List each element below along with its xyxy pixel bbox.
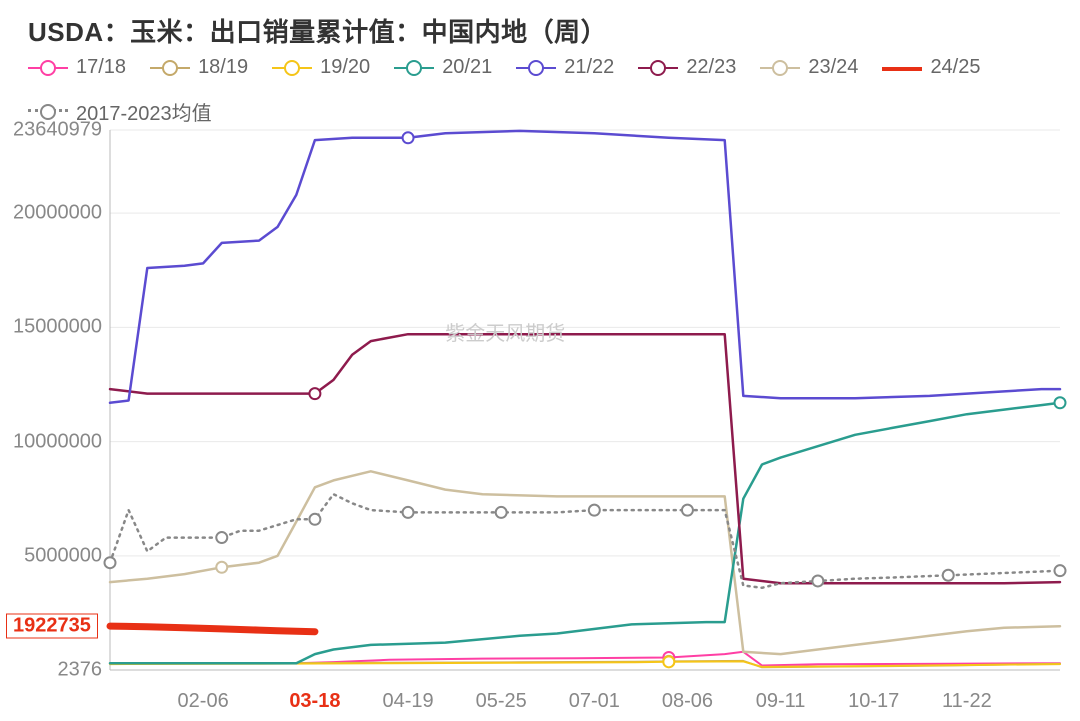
legend-item-s2021[interactable]: 20/21: [394, 56, 492, 79]
y-tick-label: 15000000: [2, 316, 102, 339]
y-tick-label: 2376: [2, 659, 102, 682]
legend-label: 19/20: [320, 56, 370, 79]
legend-item-s1920[interactable]: 19/20: [272, 56, 370, 79]
x-tick-label: 07-01: [569, 690, 620, 713]
legend-label: 22/23: [686, 56, 736, 79]
legend: 17/18 18/19 19/20 20/21 21/22 22/23 23/24 24/25…: [28, 56, 1060, 126]
chart-title: USDA：玉米：出口销量累计值：中国内地（周）: [28, 12, 607, 49]
legend-label: 17/18: [76, 56, 126, 79]
y-tick-label: 23640979: [2, 119, 102, 142]
legend-item-s2223[interactable]: 22/23: [638, 56, 736, 79]
x-tick-label: 10-17: [848, 690, 899, 713]
series-avg: [110, 494, 1060, 588]
series-s2425: [110, 626, 315, 632]
legend-label: 18/19: [198, 56, 248, 79]
legend-label: 20/21: [442, 56, 492, 79]
x-tick-label: 09-11: [756, 690, 806, 713]
series-s2122: [110, 131, 1060, 403]
x-tick-label: 11-22: [942, 690, 992, 713]
y-tick-label: 20000000: [2, 202, 102, 225]
x-tick-label: 03-18: [289, 690, 340, 713]
legend-label: 21/22: [564, 56, 614, 79]
legend-item-s2122[interactable]: 21/22: [516, 56, 614, 79]
legend-label: 24/25: [930, 56, 980, 79]
legend-item-s1718[interactable]: 17/18: [28, 56, 126, 79]
value-callout: 1922735: [6, 614, 98, 639]
y-tick-label: 10000000: [2, 430, 102, 453]
x-tick-label: 05-25: [476, 690, 527, 713]
x-tick-label: 04-19: [382, 690, 433, 713]
plot-svg: [110, 130, 1060, 670]
y-tick-label: 5000000: [2, 544, 102, 567]
legend-item-s2425[interactable]: 24/25: [882, 56, 980, 79]
x-tick-label: 02-06: [178, 690, 229, 713]
plot-area: 紫金天风期货: [110, 130, 1060, 670]
x-tick-label: 08-06: [662, 690, 713, 713]
legend-item-s2324[interactable]: 23/24: [760, 56, 858, 79]
legend-item-s1819[interactable]: 18/19: [150, 56, 248, 79]
legend-label: 23/24: [808, 56, 858, 79]
series-s2223: [110, 334, 1060, 583]
